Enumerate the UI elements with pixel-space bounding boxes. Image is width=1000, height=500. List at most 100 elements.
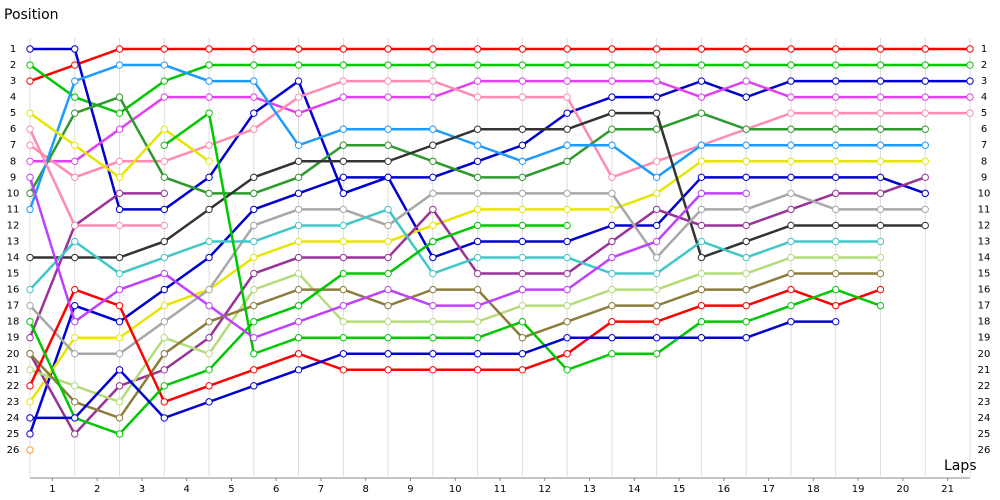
point-marker [921,221,929,230]
point-marker [429,125,437,133]
point-marker [339,269,348,278]
point-marker [115,125,124,133]
point-marker [294,141,303,149]
point-marker [250,366,258,374]
point-marker [26,414,34,422]
point-marker [832,221,840,230]
point-marker [294,366,303,374]
x-tick-label: 7 [318,484,324,495]
point-marker [742,285,750,294]
point-marker [787,45,795,53]
point-marker [832,141,840,149]
point-marker [250,221,258,230]
point-marker [205,61,213,69]
point-marker [876,253,885,262]
point-marker [742,334,750,342]
point-marker [384,253,392,262]
point-marker [473,77,482,85]
point-marker [384,141,392,149]
point-marker [26,61,34,69]
point-marker [26,350,34,358]
series-line [29,63,970,115]
point-marker [205,189,213,198]
point-marker [518,269,527,278]
point-marker [294,253,303,262]
y-tick-label: 15 [978,269,991,280]
y-tick-label: 25 [7,429,20,440]
y-tick-label: 21 [978,365,991,376]
point-marker [294,189,303,198]
point-marker [652,77,661,85]
point-marker [160,125,168,133]
point-marker [429,45,437,53]
point-marker [115,317,124,326]
series-line [29,207,881,291]
point-marker [339,189,348,198]
point-marker [876,45,885,53]
point-marker [876,301,885,310]
point-marker [339,301,348,310]
point-marker [876,205,885,214]
point-marker [160,334,168,342]
point-marker [473,269,482,278]
point-marker [294,237,303,246]
y-tick-label: 15 [7,269,20,280]
point-marker [115,157,124,165]
point-marker [115,301,124,310]
point-marker [518,285,527,294]
point-marker [71,221,79,230]
point-marker [518,141,527,149]
point-marker [652,205,661,214]
point-marker [787,125,795,133]
point-marker [921,189,929,198]
x-tick-label: 19 [852,484,865,495]
point-marker [160,141,168,149]
point-marker [205,205,213,214]
y-tick-label: 7 [10,140,16,151]
point-marker [742,189,750,198]
point-marker [473,189,482,198]
point-marker [832,61,840,69]
point-marker [742,221,750,230]
y-tick-label: 12 [7,220,20,231]
series-line [28,288,881,404]
point-marker [160,285,168,294]
point-marker [384,269,392,278]
point-marker [26,317,34,326]
point-marker [205,350,213,358]
y-tick-label: 2 [981,60,987,71]
point-marker [563,205,571,214]
point-marker [160,157,168,165]
point-marker [71,173,79,182]
series-line [28,128,165,227]
y-tick-label: 21 [7,365,20,376]
point-marker [160,189,168,198]
point-marker [787,157,795,165]
point-marker [697,61,706,69]
point-marker [563,366,571,374]
point-marker [832,173,840,182]
point-marker [876,125,885,133]
point-marker [608,237,616,246]
point-marker [876,77,885,85]
point-marker [518,173,527,182]
point-marker [429,157,437,165]
point-marker [876,141,885,149]
point-marker [697,109,706,117]
point-marker [71,237,79,246]
point-marker [563,141,571,149]
point-marker [787,77,795,85]
point-marker [787,93,795,101]
point-marker [473,45,482,53]
point-marker [250,109,258,117]
y-tick-label: 2 [10,60,16,71]
point-marker [563,45,571,53]
point-marker [115,350,124,358]
y-tick-label: 17 [7,301,20,312]
y-tick-label: 16 [7,285,20,296]
point-marker [384,125,392,133]
point-marker [697,173,706,182]
point-marker [876,189,885,198]
point-marker [608,205,616,214]
point-marker [697,157,706,165]
